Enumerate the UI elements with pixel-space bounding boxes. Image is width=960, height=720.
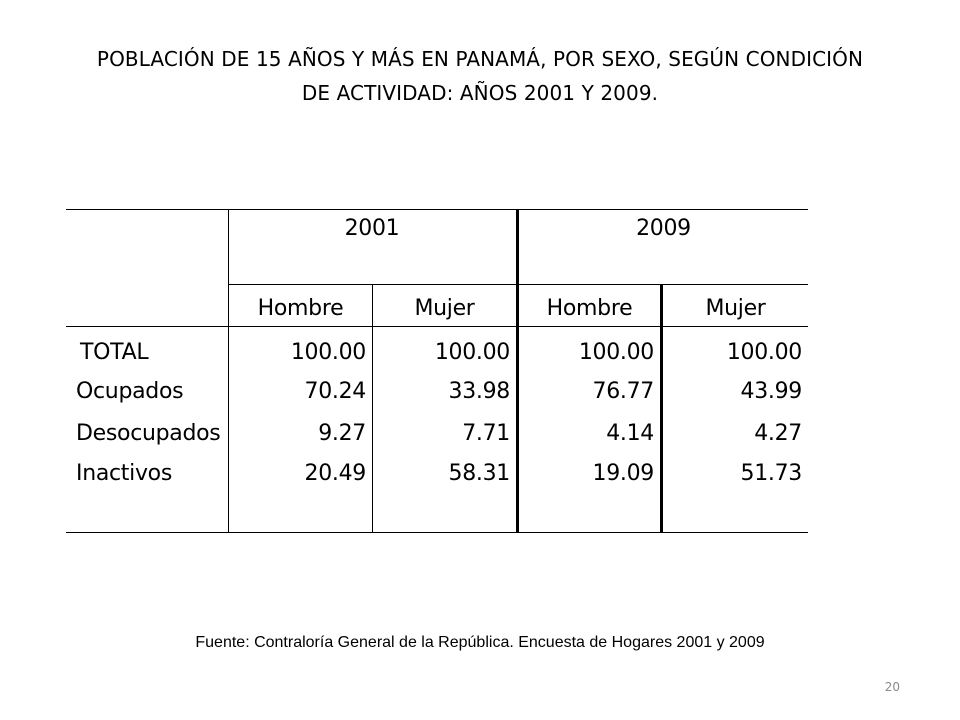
table-cell: 20.49 [304,461,367,486]
table-cell: 7.71 [462,421,510,446]
row-label-desocupados: Desocupados [76,421,221,446]
sex-header: Hombre [546,296,633,321]
table-cell: 4.14 [606,421,654,446]
row-label-ocupados: Ocupados [76,379,184,404]
label-column-divider [228,209,229,533]
col-2001-divider [372,284,373,533]
title-line-2: DE ACTIVIDAD: AÑOS 2001 Y 2009. [301,81,659,105]
year-header-2001: 2001 [344,216,400,241]
col-2009-divider [660,284,663,533]
row-label-inactivos: Inactivos [76,461,172,486]
table-top-rule [66,209,808,210]
year-divider [516,209,519,533]
table-cell: 9.27 [318,421,366,446]
table-cell: 100.00 [290,340,366,365]
header-bottom-rule [66,326,808,327]
table-cell: 76.77 [592,379,655,404]
table-cell: 19.09 [592,461,655,486]
table-cell: 51.73 [740,461,803,486]
sex-header: Mujer [414,296,475,321]
table-cell: 33.98 [448,379,511,404]
title-line-1: POBLACIÓN DE 15 AÑOS Y MÁS EN PANAMÁ, PO… [96,47,864,71]
sex-header: Mujer [705,296,766,321]
table-cell: 43.99 [740,379,803,404]
sex-header: Hombre [257,296,344,321]
table-cell: 100.00 [434,340,510,365]
table-cell: 70.24 [304,379,367,404]
row-label-total: TOTAL [80,340,149,365]
table-bottom-rule [66,532,808,533]
year-header-2009: 2009 [636,216,691,241]
table-cell: 58.31 [448,461,511,486]
slide-title: POBLACIÓN DE 15 AÑOS Y MÁS EN PANAMÁ, PO… [40,42,920,110]
table-cell: 100.00 [578,340,654,365]
table-cell: 4.27 [754,421,802,446]
source-footnote: Fuente: Contraloría General de la Repúbl… [195,634,765,651]
table-cell: 100.00 [726,340,802,365]
page-number: 20 [884,680,900,694]
